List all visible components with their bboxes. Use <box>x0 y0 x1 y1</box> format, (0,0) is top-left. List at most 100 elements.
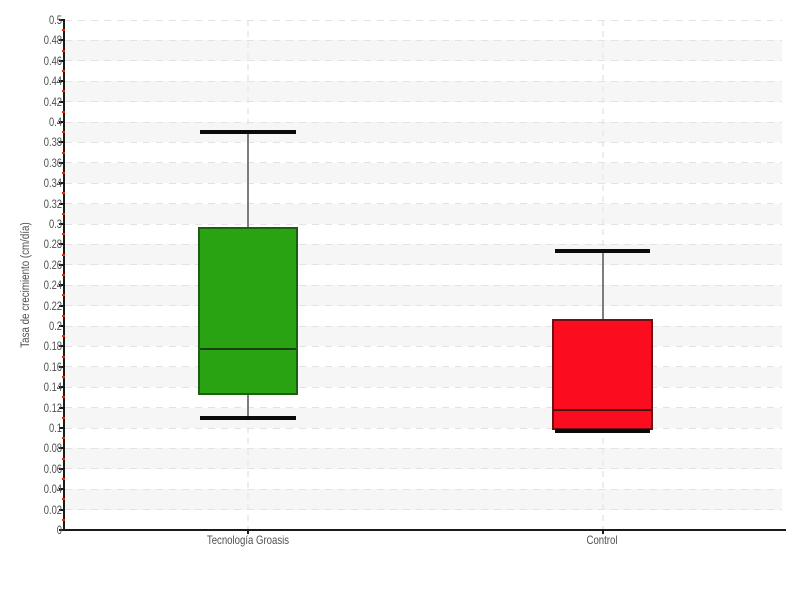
gridline <box>65 284 782 286</box>
y-minor-tick <box>62 151 65 154</box>
y-tick-label: 0.46 <box>43 53 62 68</box>
y-minor-tick <box>62 314 65 317</box>
gridline <box>65 162 782 164</box>
box-control <box>552 318 653 430</box>
y-major-tick <box>59 39 65 42</box>
y-tick-label: 0.16 <box>43 359 62 374</box>
whisker-cap-min <box>200 415 296 420</box>
y-tick-label: 0.5 <box>48 13 62 27</box>
y-tick-label: 0.06 <box>43 461 62 476</box>
grid-band <box>65 244 782 265</box>
grid-band <box>65 407 782 428</box>
y-minor-tick <box>62 518 65 521</box>
y-minor-tick <box>62 437 65 440</box>
y-major-tick <box>59 447 65 450</box>
gridline <box>65 203 782 205</box>
y-tick-label: 0.22 <box>43 298 62 313</box>
y-major-tick <box>59 427 65 429</box>
y-tick-label: 0.14 <box>43 380 62 395</box>
y-major-tick <box>59 467 65 470</box>
y-minor-tick <box>62 49 65 52</box>
gridline <box>65 427 782 429</box>
gridline <box>65 39 782 41</box>
y-tick-label: 0.3 <box>48 217 62 231</box>
gridline <box>65 121 782 123</box>
y-minor-tick <box>62 192 65 195</box>
y-tick-label: 0.18 <box>43 339 62 354</box>
y-major-tick <box>59 365 65 368</box>
median-line <box>554 408 651 411</box>
grid-band <box>65 285 782 306</box>
y-major-tick <box>59 284 65 287</box>
y-tick-label: 0.08 <box>43 441 62 456</box>
grid-band <box>65 203 782 224</box>
y-tick-label: 0.28 <box>43 237 62 252</box>
y-minor-tick <box>62 294 65 297</box>
y-minor-tick <box>62 253 65 256</box>
y-major-tick <box>59 161 65 164</box>
y-minor-tick <box>62 335 65 338</box>
y-minor-tick <box>62 131 65 134</box>
y-major-tick <box>59 141 65 144</box>
whisker-cap-max <box>200 130 296 135</box>
y-tick-label: 0.4 <box>48 115 62 129</box>
y-minor-tick <box>62 396 65 399</box>
y-major-tick <box>59 121 65 123</box>
gridline <box>65 447 782 449</box>
grid-band <box>65 81 782 102</box>
y-minor-tick <box>62 478 65 480</box>
whisker-cap-min <box>555 428 650 433</box>
gridline <box>65 386 782 388</box>
grid-band <box>65 162 782 184</box>
y-minor-tick <box>62 457 65 460</box>
y-minor-tick <box>62 172 65 174</box>
y-tick-label: 0.32 <box>43 196 62 211</box>
gridline <box>65 509 782 511</box>
y-major-tick <box>59 100 65 103</box>
plot-area <box>65 20 782 530</box>
box-tecnologia-groasis <box>198 227 298 396</box>
y-major-tick <box>59 406 65 409</box>
y-tick-label: 0.42 <box>43 94 62 109</box>
y-tick-label: 0.34 <box>43 176 62 191</box>
y-tick-label: 0.2 <box>48 319 62 333</box>
y-major-tick <box>59 304 65 307</box>
y-major-tick <box>59 202 65 205</box>
y-major-tick <box>59 59 65 62</box>
grid-band <box>65 366 782 388</box>
gridline <box>65 468 782 470</box>
gridline <box>65 366 782 368</box>
y-major-tick <box>59 345 65 348</box>
y-major-tick <box>59 529 65 531</box>
whisker-stem-upper <box>601 250 604 320</box>
y-major-tick <box>59 223 65 225</box>
y-tick-label: 0.04 <box>43 482 62 497</box>
y-minor-tick <box>62 110 65 113</box>
y-tick-label: 0 <box>56 523 62 537</box>
y-tick-label: 0.44 <box>43 74 62 89</box>
y-tick-label: 0.36 <box>43 155 62 170</box>
y-tick-label: 0.38 <box>43 135 62 150</box>
whisker-cap-max <box>555 248 650 253</box>
x-category-label-control: Control <box>586 533 618 547</box>
grid-band <box>65 122 782 143</box>
x-major-tick <box>601 530 604 534</box>
gridline <box>65 264 782 266</box>
x-major-tick <box>247 530 249 534</box>
gridline <box>65 407 782 409</box>
median-line <box>200 348 296 351</box>
y-minor-tick <box>62 29 65 32</box>
gridline <box>65 345 782 347</box>
gridline <box>65 20 782 21</box>
gridline <box>65 141 782 143</box>
y-major-tick <box>59 488 65 491</box>
gridline <box>65 60 782 62</box>
y-minor-tick <box>62 233 65 236</box>
gridline <box>65 223 782 225</box>
x-category-label-tecnologia-groasis: Tecnología Groasis <box>206 533 290 547</box>
y-major-tick <box>59 263 65 266</box>
y-tick-label: 0.1 <box>48 421 62 435</box>
y-major-tick <box>59 243 65 246</box>
y-major-tick <box>59 19 65 21</box>
